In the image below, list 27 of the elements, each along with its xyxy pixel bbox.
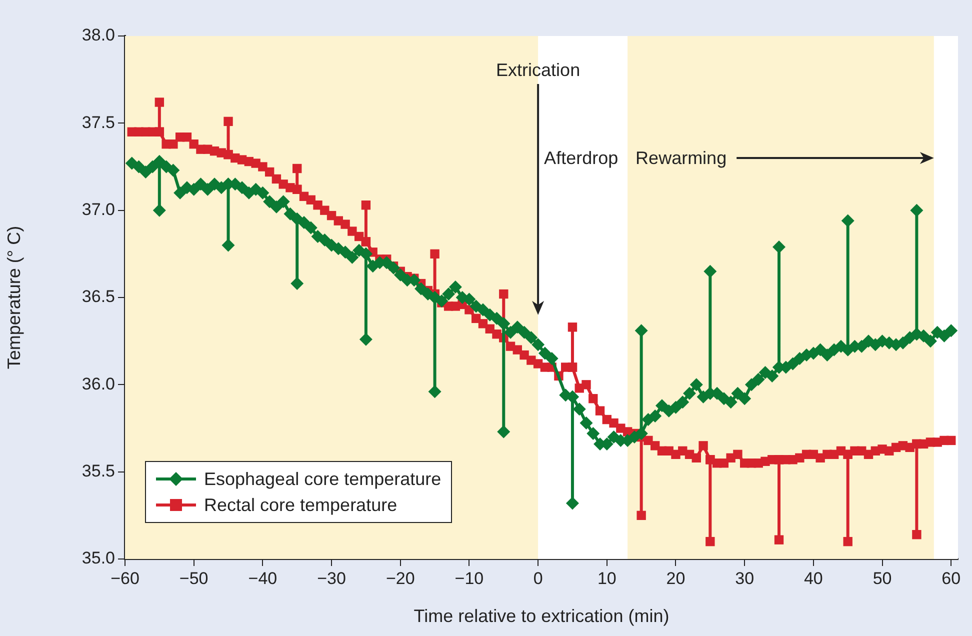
x-tick-label: −20	[386, 568, 415, 588]
y-tick-label: 35.0	[82, 548, 115, 568]
y-tick-label: 36.5	[82, 287, 115, 306]
y-tick-label: 36.0	[82, 374, 115, 394]
annotation: Afterdrop	[544, 148, 618, 168]
x-tick-label: −10	[454, 568, 484, 588]
x-tick-label: −50	[179, 568, 208, 588]
x-tick-label: 30	[735, 568, 754, 588]
x-tick-label: −30	[317, 568, 346, 588]
x-tick-label: 10	[597, 568, 616, 588]
legend-label: Esophageal core temperature	[204, 468, 442, 490]
y-axis-title: Temperature (° C)	[4, 226, 24, 370]
x-tick-label: 50	[872, 568, 892, 588]
x-tick-label: 60	[942, 568, 961, 588]
x-tick-label: −40	[248, 568, 278, 588]
y-tick-label: 37.0	[82, 200, 115, 220]
annotation: Extrication	[496, 60, 580, 80]
y-tick-label: 35.5	[82, 462, 115, 481]
x-tick-label: 0	[533, 568, 543, 588]
x-tick-label: 20	[666, 568, 686, 588]
y-tick-label: 38.0	[82, 26, 115, 45]
x-tick-label: 40	[804, 568, 823, 588]
x-tick-label: −60	[110, 568, 140, 588]
legend-label: Rectal core temperature	[204, 494, 398, 516]
y-tick-label: 37.5	[82, 112, 115, 132]
band-label: Rewarming	[636, 148, 727, 168]
x-axis-title: Time relative to extrication (min)	[414, 606, 670, 626]
